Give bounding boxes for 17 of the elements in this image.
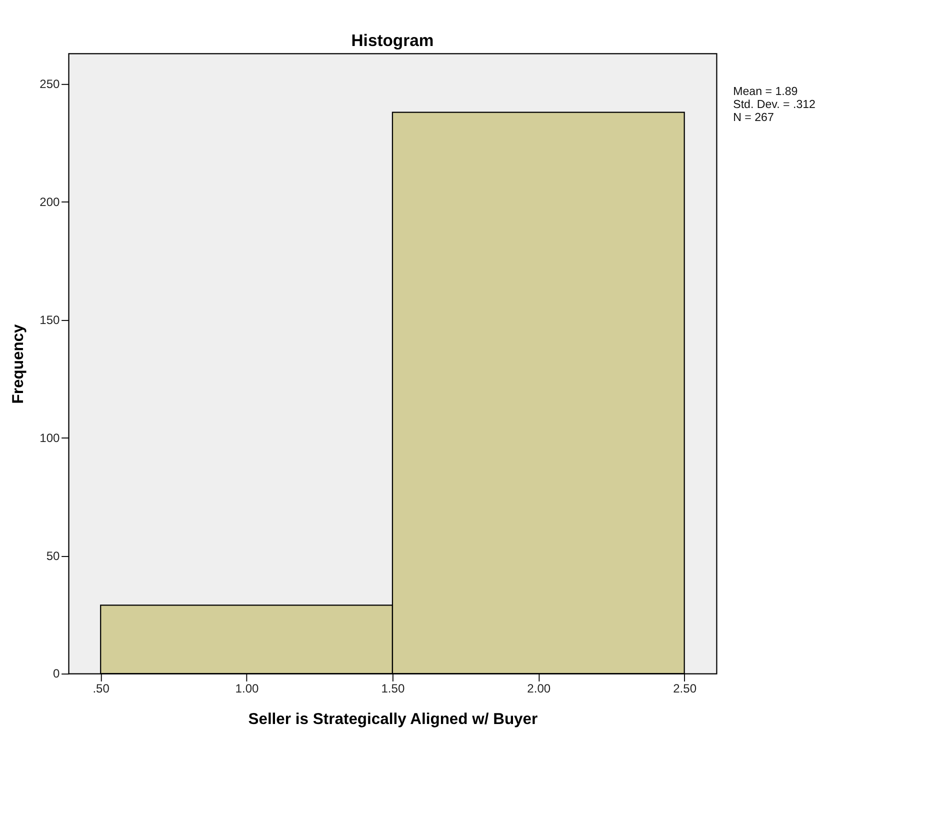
x-tick-label: 1.50 [381,682,405,696]
x-axis-title: Seller is Strategically Aligned w/ Buyer [248,711,538,728]
y-tick-label: 100 [40,430,60,445]
text: N = 267 [733,112,774,124]
x-tick-label: .50 [92,682,110,696]
y-axis-title: Frequency [10,324,27,404]
y-tick-label: 150 [40,313,60,328]
y-tick-label: 50 [46,548,60,563]
y-tick-label: 200 [40,195,60,210]
y-tick-label: 0 [53,666,60,681]
text: Mean = 1.89 [733,86,798,98]
x-tick-label: 2.00 [527,682,551,696]
chart-title: Histogram [351,30,434,50]
x-tick-label: 1.00 [235,682,260,696]
text: Std. Dev. = .312 [733,99,816,112]
y-tick-label: 250 [40,77,60,92]
x-tick-label: 2.50 [673,682,697,696]
